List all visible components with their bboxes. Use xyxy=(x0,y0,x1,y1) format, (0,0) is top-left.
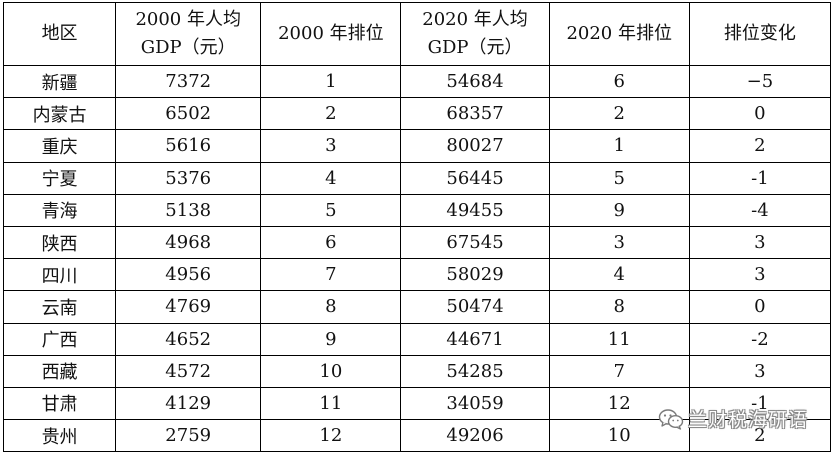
cell-rank-change: 3 xyxy=(688,258,832,292)
cell-region: 青海 xyxy=(2,193,117,227)
header-gdp-2020: 2020 年人均 GDP（元） xyxy=(400,2,550,66)
cell-rank-2020: 2 xyxy=(548,97,690,131)
cell-gdp-2020: 50474 xyxy=(400,290,550,324)
cell-gdp-2020: 67545 xyxy=(400,225,550,260)
cell-region: 广西 xyxy=(2,322,117,356)
cell-rank-2020: 10 xyxy=(548,419,690,453)
cell-rank-2000: 5 xyxy=(260,193,402,227)
cell-region: 陕西 xyxy=(2,225,117,260)
table-row: 西藏 4572 10 54285 7 3 xyxy=(2,354,832,388)
cell-gdp-2000: 4572 xyxy=(115,354,262,388)
cell-rank-2000: 4 xyxy=(260,161,402,195)
cell-rank-change: -1 xyxy=(688,161,832,195)
table-body: 新疆 7372 1 54684 6 −5 内蒙古 6502 2 68357 2 0 重庆 5616 3 800… xyxy=(2,64,832,453)
header-rank-2020: 2020 年排位 xyxy=(548,2,690,66)
cell-gdp-2020: 54285 xyxy=(400,354,550,388)
cell-gdp-2000: 5138 xyxy=(115,193,262,227)
cell-rank-change: 2 xyxy=(688,129,832,163)
cell-region: 新疆 xyxy=(2,64,117,99)
table-row: 青海 5138 5 49455 9 -4 xyxy=(2,193,832,227)
cell-region: 重庆 xyxy=(2,129,117,163)
table-row: 四川 4956 7 58029 4 3 xyxy=(2,258,832,292)
cell-region: 四川 xyxy=(2,258,117,292)
cell-gdp-2000: 7372 xyxy=(115,64,262,99)
cell-region: 甘肃 xyxy=(2,386,117,421)
header-gdp-2000-line1: 2000 年人均 xyxy=(135,9,241,30)
cell-gdp-2000: 4129 xyxy=(115,386,262,421)
cell-rank-change: -4 xyxy=(688,193,832,227)
cell-rank-2020: 7 xyxy=(548,354,690,388)
cell-gdp-2000: 2759 xyxy=(115,419,262,453)
cell-rank-2020: 9 xyxy=(548,193,690,227)
cell-gdp-2020: 34059 xyxy=(400,386,550,421)
cell-rank-change: 3 xyxy=(688,225,832,260)
table-row: 广西 4652 9 44671 11 -2 xyxy=(2,322,832,356)
header-gdp-2020-line2: GDP（元） xyxy=(427,37,523,58)
header-row: 地区 2000 年人均 GDP（元） 2000 年排位 2020 年人均 GDP… xyxy=(2,2,832,66)
cell-gdp-2000: 5376 xyxy=(115,161,262,195)
cell-region: 西藏 xyxy=(2,354,117,388)
cell-rank-change: −5 xyxy=(688,64,832,99)
cell-rank-change: 2 xyxy=(688,419,832,453)
cell-gdp-2020: 80027 xyxy=(400,129,550,163)
cell-rank-2020: 5 xyxy=(548,161,690,195)
cell-rank-2000: 7 xyxy=(260,258,402,292)
table-row: 甘肃 4129 11 34059 12 -1 xyxy=(2,386,832,421)
cell-rank-2000: 1 xyxy=(260,64,402,99)
cell-gdp-2000: 4769 xyxy=(115,290,262,324)
header-rank-change: 排位变化 xyxy=(688,2,832,66)
cell-gdp-2020: 54684 xyxy=(400,64,550,99)
cell-gdp-2020: 68357 xyxy=(400,97,550,131)
cell-rank-2020: 11 xyxy=(548,322,690,356)
cell-region: 内蒙古 xyxy=(2,97,117,131)
cell-rank-2000: 6 xyxy=(260,225,402,260)
cell-region: 云南 xyxy=(2,290,117,324)
cell-rank-2000: 10 xyxy=(260,354,402,388)
cell-rank-2000: 12 xyxy=(260,419,402,453)
cell-rank-2020: 6 xyxy=(548,64,690,99)
table-row: 内蒙古 6502 2 68357 2 0 xyxy=(2,97,832,131)
table-row: 贵州 2759 12 49206 10 2 xyxy=(2,419,832,453)
cell-gdp-2000: 4968 xyxy=(115,225,262,260)
cell-rank-change: 3 xyxy=(688,354,832,388)
cell-gdp-2020: 56445 xyxy=(400,161,550,195)
cell-gdp-2020: 49455 xyxy=(400,193,550,227)
cell-gdp-2000: 4956 xyxy=(115,258,262,292)
table-row: 云南 4769 8 50474 8 0 xyxy=(2,290,832,324)
cell-rank-2000: 9 xyxy=(260,322,402,356)
header-gdp-2020-line1: 2020 年人均 xyxy=(422,9,528,30)
cell-gdp-2020: 49206 xyxy=(400,419,550,453)
cell-gdp-2000: 5616 xyxy=(115,129,262,163)
table-row: 新疆 7372 1 54684 6 −5 xyxy=(2,64,832,99)
header-region: 地区 xyxy=(2,2,117,66)
cell-rank-2020: 1 xyxy=(548,129,690,163)
cell-rank-change: -1 xyxy=(688,386,832,421)
cell-rank-2000: 2 xyxy=(260,97,402,131)
table-row: 重庆 5616 3 80027 1 2 xyxy=(2,129,832,163)
cell-region: 贵州 xyxy=(2,419,117,453)
header-gdp-2000: 2000 年人均 GDP（元） xyxy=(115,2,262,66)
cell-rank-change: 0 xyxy=(688,97,832,131)
table-row: 陕西 4968 6 67545 3 3 xyxy=(2,225,832,260)
cell-rank-2020: 3 xyxy=(548,225,690,260)
header-gdp-2000-line2: GDP（元） xyxy=(140,37,236,58)
table-row: 宁夏 5376 4 56445 5 -1 xyxy=(2,161,832,195)
cell-region: 宁夏 xyxy=(2,161,117,195)
cell-rank-change: -2 xyxy=(688,322,832,356)
cell-rank-2000: 8 xyxy=(260,290,402,324)
cell-gdp-2020: 58029 xyxy=(400,258,550,292)
cell-gdp-2000: 4652 xyxy=(115,322,262,356)
cell-rank-2020: 8 xyxy=(548,290,690,324)
cell-rank-2020: 12 xyxy=(548,386,690,421)
cell-gdp-2000: 6502 xyxy=(115,97,262,131)
cell-rank-2000: 3 xyxy=(260,129,402,163)
cell-rank-2000: 11 xyxy=(260,386,402,421)
header-rank-2000: 2000 年排位 xyxy=(260,2,402,66)
cell-rank-2020: 4 xyxy=(548,258,690,292)
cell-rank-change: 0 xyxy=(688,290,832,324)
cell-gdp-2020: 44671 xyxy=(400,322,550,356)
